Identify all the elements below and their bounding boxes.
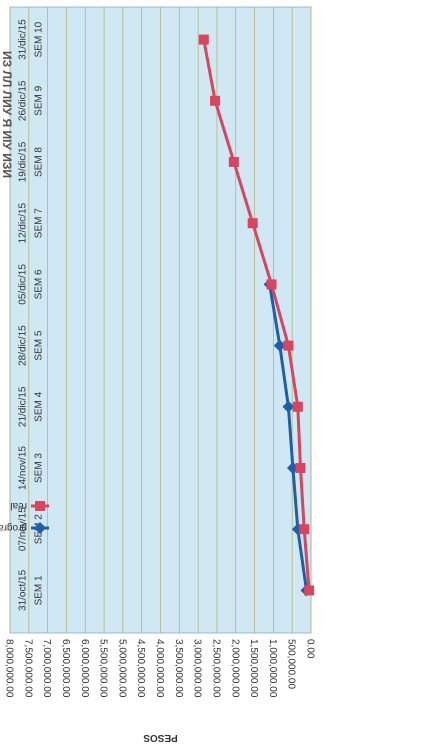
x-tick-label-date: 07/nov/15 [18,507,29,551]
x-tick-label: SEM 6 05/dic/15 [18,264,45,305]
x-tick-label-week: SEM 9 [34,85,45,115]
y-tick-label: 7,000,000.00 [41,639,52,698]
y-tick-label: 4,500,000.00 [135,639,146,698]
x-tick-label-week: SEM 3 [34,453,45,483]
y-tick-label: 500,000.00 [286,639,297,689]
y-tick-label: 6,500,000.00 [60,639,71,698]
x-tick-label-date: 14/nov/15 [18,446,29,490]
y-tick-label: 7,500,000.00 [22,639,33,698]
series-line-real [202,39,311,591]
x-tick-label-week: SEM 5 [34,330,45,360]
legend-label-real: real [10,500,27,511]
y-tick-label: 2,000,000.00 [229,639,240,698]
x-tick-label-week: SEM 7 [34,208,45,238]
x-tick-label-week: SEM 1 [34,575,45,605]
y-axis-title: PESOS [143,732,178,743]
y-tick-label: 5,500,000.00 [98,639,109,698]
x-tick-label-week: SEM 10 [34,21,45,57]
x-tick-label: SEM 10 31/dic/15 [18,19,45,60]
x-tick-label: SEM 1 31/oct/15 [18,569,45,611]
x-tick-label-date: 26/dic/15 [18,80,29,121]
legend-marker-programado [34,522,46,534]
y-tick-label: 6,000,000.00 [79,639,90,698]
y-tick-label: 0.00 [305,639,316,659]
x-tick-label-date: 12/dic/15 [18,202,29,243]
series-line-programado [268,284,308,591]
x-tick-label-date: 21/dic/15 [18,386,29,427]
data-point-real [292,401,303,412]
chart-title: ИЗ ЛЛ ЛИУ Я ИІУ ИЗИ [0,51,14,178]
data-point-real [247,218,258,229]
y-tick-label: 8,000,000.00 [4,639,15,698]
data-point-real [283,340,294,351]
x-tick-label-date: 19/dic/15 [18,141,29,182]
y-tick-label: 1,000,000.00 [267,639,278,698]
x-tick-label: SEM 5 28/dic/15 [18,325,45,366]
y-tick-label: 3,000,000.00 [192,639,203,698]
x-tick-label: SEM 7 12/dic/15 [18,202,45,243]
legend-label-programado: programado [0,522,27,533]
data-point-real [198,34,209,45]
x-tick-label-date: 05/dic/15 [18,264,29,305]
data-point-real [210,95,221,106]
x-tick-label-week: SEM 6 [34,269,45,299]
y-axis-ticks: 0.00 500,000.00 1,000,000.00 1,500,000.00 2,… [4,639,316,698]
x-tick-label-date: 28/dic/15 [18,325,29,366]
data-point-real [299,524,310,535]
x-tick-label: SEM 8 19/dic/15 [18,141,45,182]
data-point-programado [273,339,286,352]
x-tick-label-date: 31/oct/15 [18,569,29,611]
data-point-real [228,157,239,167]
y-tick-label: 2,500,000.00 [210,639,221,698]
y-tick-label: 5,000,000.00 [116,639,127,698]
series-layer [198,34,315,597]
data-point-real [295,463,306,473]
data-point-programado [282,400,295,413]
x-tick-label-date: 31/dic/15 [18,19,29,60]
legend: programado real [0,500,49,534]
x-tick-label-week: SEM 8 [34,147,45,177]
y-tick-label: 3,500,000.00 [173,639,184,698]
legend-marker-real [35,501,45,511]
y-tick-label: 4,000,000.00 [154,639,165,698]
y-tick-label: 1,500,000.00 [248,639,259,698]
gridlines [9,7,312,633]
data-point-real [266,279,277,290]
x-tick-label: SEM 9 26/dic/15 [18,80,45,121]
x-tick-label: SEM 4 21/dic/15 [18,386,45,427]
x-tick-label-week: SEM 4 [34,391,45,421]
data-point-real [304,585,315,596]
x-tick-label: SEM 3 14/nov/15 [18,446,45,490]
